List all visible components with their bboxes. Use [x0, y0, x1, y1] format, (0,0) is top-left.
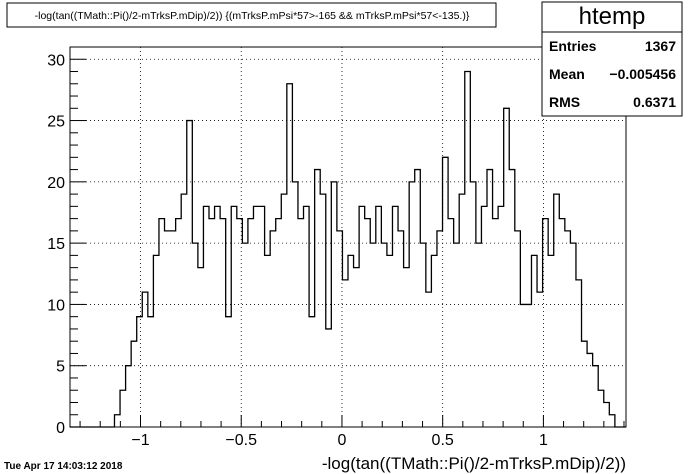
- x-axis-title: -log(tan((TMath::Pi()/2-mTrksP.mDip)/2)): [322, 454, 626, 473]
- x-tick-label: 0.5: [432, 432, 454, 449]
- stats-entries-label: Entries: [549, 38, 597, 54]
- y-tick-label: 25: [47, 114, 65, 131]
- x-tick-label: −0.5: [225, 432, 257, 449]
- x-tick-label: 1: [539, 432, 548, 449]
- stats-rms-label: RMS: [549, 94, 580, 110]
- stats-rms-value: 0.6371: [633, 94, 676, 110]
- plot-frame: [69, 46, 627, 428]
- y-tick-label: 5: [56, 359, 65, 376]
- histogram-step-line: [70, 70, 626, 428]
- stats-box-frame: [541, 1, 683, 117]
- y-tick-label: 30: [47, 52, 65, 69]
- axes: [70, 58, 625, 428]
- stats-mean-label: Mean: [549, 66, 585, 82]
- stats-mean-value: −0.005456: [609, 66, 676, 82]
- y-tick-label: 10: [47, 297, 65, 314]
- grid: [70, 47, 626, 427]
- x-tick-label: −1: [131, 432, 149, 449]
- stats-hist-name: htemp: [579, 3, 646, 30]
- y-tick-label: 20: [47, 175, 65, 192]
- x-tick-label: 0: [338, 432, 347, 449]
- stats-entries-value: 1367: [645, 38, 676, 54]
- stats-box: htemp Entries 1367 Mean −0.005456 RMS 0.…: [541, 1, 683, 117]
- timestamp: Tue Apr 17 14:03:12 2018: [4, 461, 123, 472]
- chart-title: -log(tan((TMath::Pi()/2-mTrksP.mDip)/2))…: [35, 10, 470, 22]
- y-tick-label: 15: [47, 236, 65, 253]
- title-box: [6, 2, 497, 28]
- y-tick-label: 0: [56, 420, 65, 437]
